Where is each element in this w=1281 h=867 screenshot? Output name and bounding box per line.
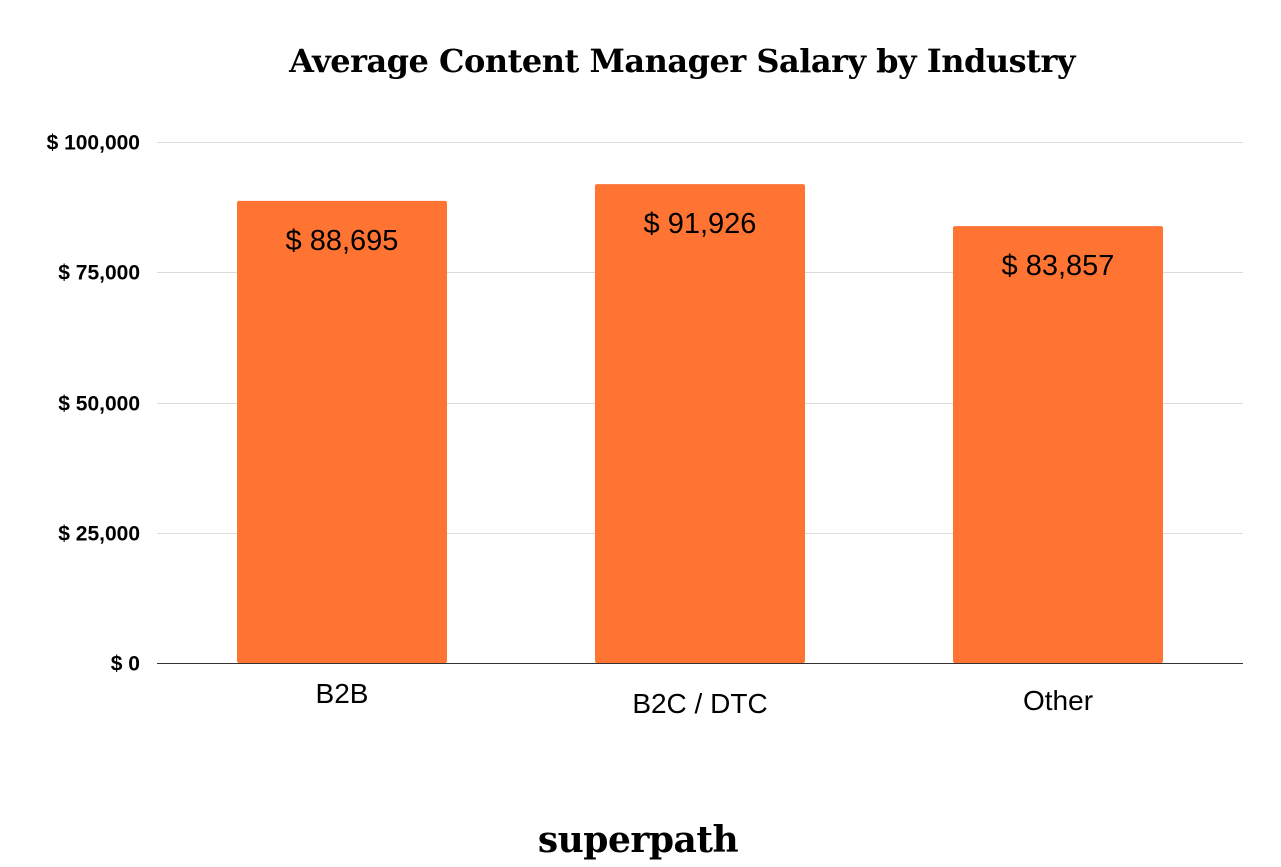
y-tick-label: $ 100,000 xyxy=(47,132,140,155)
bar xyxy=(595,184,805,663)
brand-logo: superpath xyxy=(538,819,739,861)
bar xyxy=(237,200,447,663)
x-tick-label: B2B xyxy=(316,678,369,709)
x-tick-label: Other xyxy=(1023,685,1093,716)
bar xyxy=(953,226,1163,663)
y-tick-label: $ 25,000 xyxy=(58,523,140,546)
chart-title: Average Content Manager Salary by Indust… xyxy=(288,42,1077,80)
y-tick-label: $ 50,000 xyxy=(58,393,140,416)
y-tick-label: $ 75,000 xyxy=(58,262,140,285)
data-label: $ 88,695 xyxy=(286,225,399,257)
data-label: $ 91,926 xyxy=(644,208,757,240)
y-tick-label: $ 0 xyxy=(111,653,140,676)
data-label: $ 83,857 xyxy=(1002,250,1115,282)
x-tick-label: B2C / DTC xyxy=(632,688,767,719)
